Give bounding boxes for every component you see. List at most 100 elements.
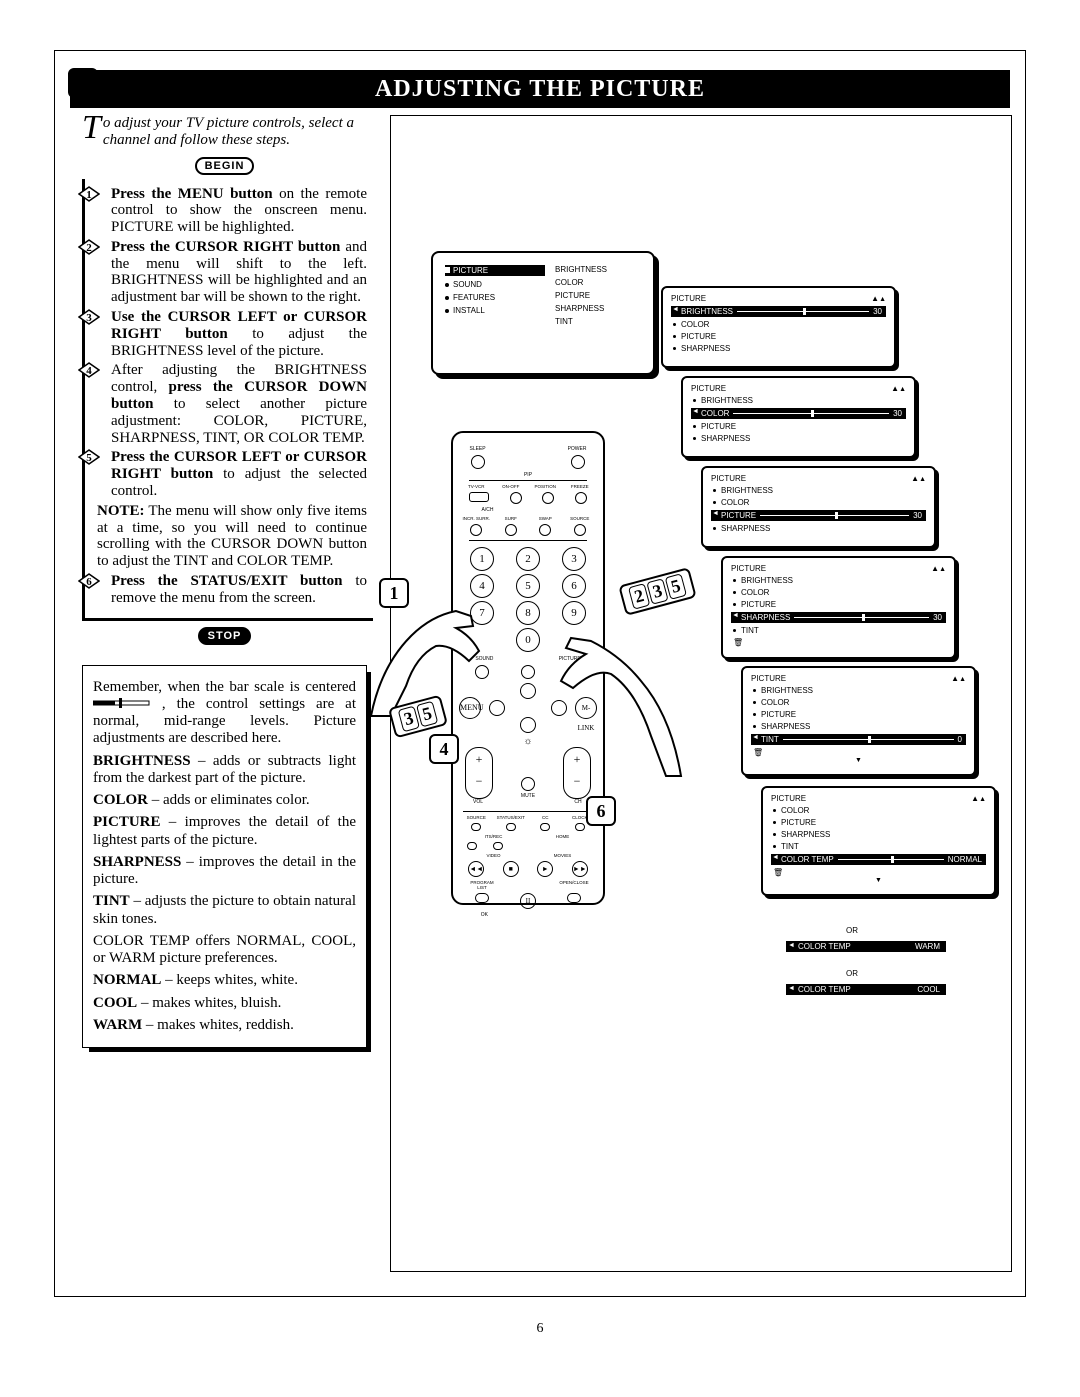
remote-button[interactable] [574,524,586,536]
callout-235: 235 [618,567,697,616]
submenu-row-selected: COLOR30 [691,408,906,419]
step-5: 5Press the CURSOR LEFT or CURSOR RIGHT b… [85,449,367,499]
numpad-7[interactable]: 7 [470,601,494,625]
transport-button[interactable]: ►► [572,861,588,877]
numpad-0[interactable]: 0 [516,628,540,652]
remote-button[interactable] [471,823,481,831]
program-list-button[interactable] [475,893,489,903]
remote-button[interactable] [469,492,489,502]
slider-icon [737,311,869,312]
step-6: 6Press the STATUS/EXIT button to remove … [85,573,367,607]
submenu-4: PICTURE▲BRIGHTNESSCOLORPICTURESHARPNESST… [741,666,976,776]
submenu-row: PICTURE [771,818,986,827]
power-button[interactable] [571,455,585,469]
remote-button[interactable] [505,524,517,536]
submenu-row-selected: PICTURE30 [711,510,926,521]
transport-button[interactable]: ► [537,861,553,877]
ach-label: A/CH [473,507,503,513]
transport-button[interactable]: ■ [503,861,519,877]
submenu-row: BRIGHTNESS [731,576,946,585]
dropcap: T [82,115,103,141]
remote-button[interactable] [493,842,503,850]
menu-button[interactable]: MENU [459,697,481,719]
sleep-button[interactable] [471,455,485,469]
onscreen-main-menu: PICTURESOUNDFEATURESINSTALL BRIGHTNESSCO… [431,251,655,375]
up-arrow-icon: ▲ [971,794,986,803]
remote-button[interactable] [575,492,587,504]
remote-label: SOURCE [565,516,595,521]
remote-button[interactable] [467,842,477,850]
submenu-2: PICTURE▲BRIGHTNESSCOLORPICTURE30SHARPNES… [701,466,936,548]
mlink-button[interactable]: M-LINK [575,697,597,719]
slider-icon [733,413,889,414]
numpad-5[interactable]: 5 [516,574,540,598]
cursor-down-button[interactable] [520,717,536,733]
remote-button[interactable] [540,823,550,831]
volume-rocker[interactable]: + − [465,747,493,799]
cursor-left-button[interactable] [489,700,505,716]
def-sharpness: SHARPNESS – improves the detail in the p… [93,854,356,889]
callout-4: 4 [429,734,459,764]
remote-button[interactable] [510,492,522,504]
numpad-2[interactable]: 2 [516,547,540,571]
pause-button[interactable]: II [520,893,536,909]
submenu-row: COLOR [731,588,946,597]
numpad-6[interactable]: 6 [562,574,586,598]
colortemp-lead: COLOR TEMP offers NORMAL, COOL, or WARM … [93,933,356,968]
up-arrow-icon: ▲ [891,384,906,393]
numpad-9[interactable]: 9 [562,601,586,625]
up-arrow-icon: ▲ [911,474,926,483]
mute-button[interactable] [521,777,535,791]
step-2: 2Press the CURSOR RIGHT button and the m… [85,239,367,306]
main-menu-item: PICTURE [445,265,545,276]
zero-alt-button[interactable] [521,665,535,679]
remote-button[interactable] [470,524,482,536]
remote-label: TV-VCR [461,484,491,489]
cursor-up-button[interactable] [520,683,536,699]
picture-button[interactable] [567,665,581,679]
slider-icon [838,859,944,860]
main-menu-item: FEATURES [445,293,545,302]
remote-label: ON-OFF [496,484,526,489]
picture-label: PICTURE [559,656,581,662]
callout-1: 1 [379,578,409,608]
submenu-row: SHARPNESS [771,830,986,839]
numpad-1[interactable]: 1 [470,547,494,571]
main-menu-subitem: SHARPNESS [555,304,655,313]
submenu-3: PICTURE▲BRIGHTNESSCOLORPICTURESHARPNESS3… [721,556,956,659]
cursor-right-button[interactable] [551,700,567,716]
submenu-row: BRIGHTNESS [751,686,966,695]
remote-button[interactable] [506,823,516,831]
sleep-label: SLEEP [469,446,485,452]
main-menu-item: INSTALL [445,306,545,315]
remote-button[interactable] [539,524,551,536]
submenu-row: PICTURE [691,422,906,431]
def-warm: WARM – makes whites, reddish. [93,1017,356,1034]
up-arrow-icon: ▲ [951,674,966,683]
submenu-5: PICTURE▲COLORPICTURESHARPNESSTINTCOLOR T… [761,786,996,896]
numpad-8[interactable]: 8 [516,601,540,625]
slider-icon [783,739,954,740]
remote-label: FREEZE [565,484,595,489]
sound-button[interactable] [475,665,489,679]
numpad-4[interactable]: 4 [470,574,494,598]
open-close-button[interactable] [567,893,581,903]
remote-label: VIDEO [479,853,509,858]
def-cool: COOL – makes whites, bluish. [93,995,356,1012]
remote-label: CC [530,815,560,820]
up-arrow-icon: ▲ [931,564,946,573]
submenu-0: PICTURE▲BRIGHTNESS30COLORPICTURESHARPNES… [661,286,896,368]
title-bar: ADJUSTING THE PICTURE [70,70,1010,108]
numpad-3[interactable]: 3 [562,547,586,571]
channel-rocker[interactable]: + − [563,747,591,799]
submenu-row: COLOR [671,320,886,329]
def-tint: TINT – adjusts the picture to obtain nat… [93,893,356,928]
transport-button[interactable]: ◄◄ [468,861,484,877]
remote-button[interactable] [542,492,554,504]
or-label-1: OR [846,926,858,935]
remote-label [513,880,543,890]
pip-label: PIP [459,472,597,478]
svg-text:1: 1 [86,189,92,201]
submenu-row-selected: SHARPNESS30 [731,612,946,623]
remote-button[interactable] [575,823,585,831]
